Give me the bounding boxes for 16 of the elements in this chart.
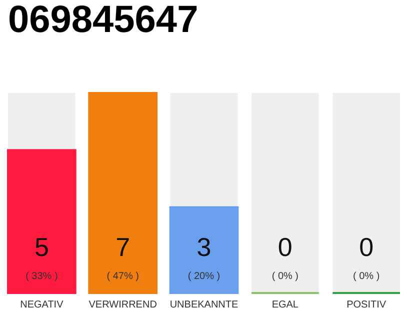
annotation: ( 33% ): [26, 271, 58, 282]
data-label: 0: [278, 232, 292, 262]
x-tick-label: EGAL: [272, 300, 299, 310]
annotation: ( 0% ): [352, 271, 380, 282]
annotation: ( 47% ): [106, 271, 139, 282]
data-label: 5: [34, 232, 49, 262]
data-label: 0: [359, 232, 374, 262]
x-tick-label: NEGATIV: [20, 300, 64, 310]
annotation: ( 20% ): [188, 271, 220, 282]
data-label: 3: [196, 232, 212, 262]
annotation: ( 0% ): [272, 271, 298, 282]
x-tick-label: VERWIRREND: [88, 300, 157, 310]
chart-title: 069845647: [8, 0, 198, 41]
data-label: 7: [116, 232, 130, 262]
x-tick-label: UNBEKANNTE: [170, 300, 238, 310]
x-tick-label: POSITIV: [346, 300, 386, 310]
